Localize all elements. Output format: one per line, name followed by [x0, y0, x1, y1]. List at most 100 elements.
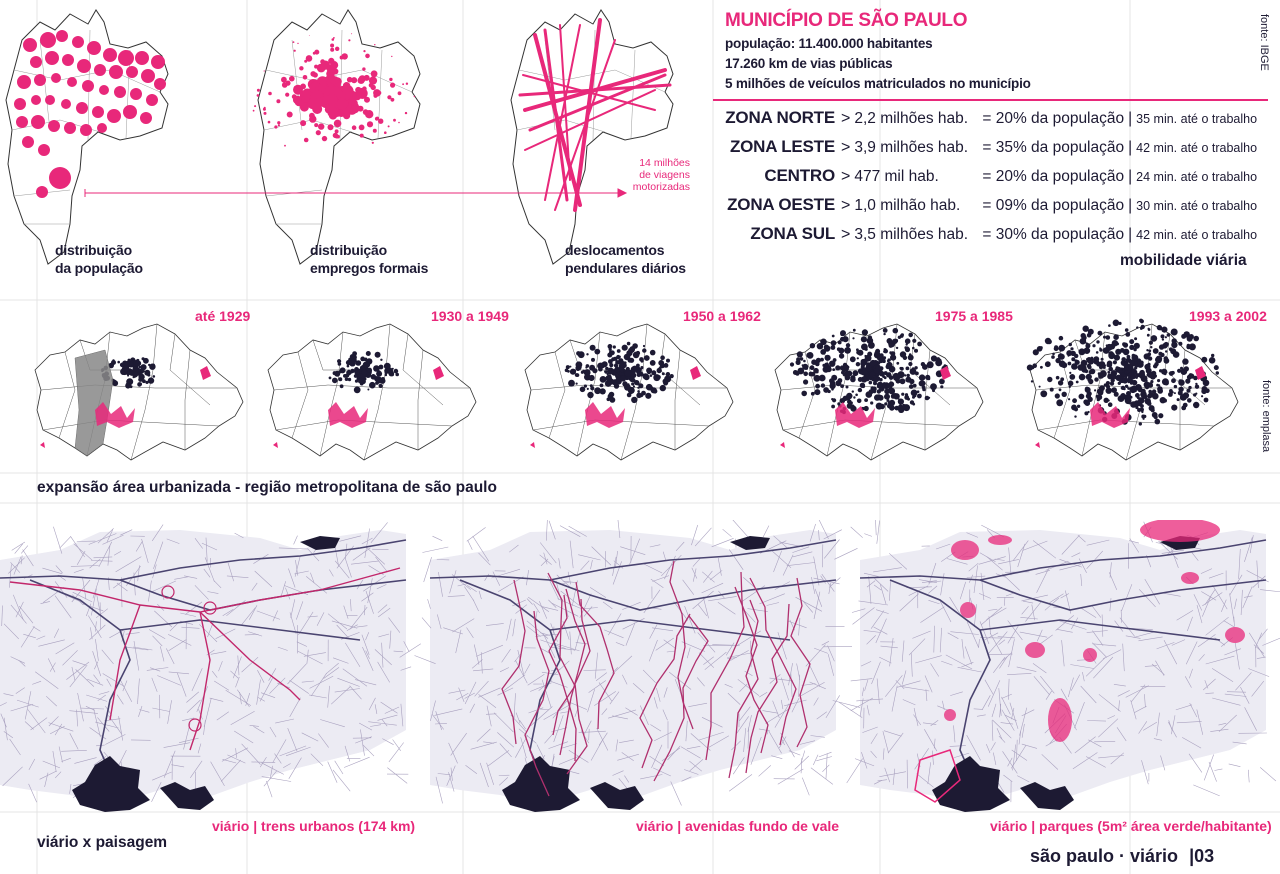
population-dot — [76, 102, 88, 114]
road-caption-trains: viário | trens urbanos (174 km) — [212, 818, 416, 834]
expansion-map — [1026, 318, 1239, 461]
expansion-year-label: 1993 a 2002 — [1189, 308, 1267, 324]
population-dot — [61, 99, 71, 109]
info-title: MUNICÍPIO DE SÃO PAULO — [725, 10, 968, 31]
zone-arrow: > — [841, 168, 851, 185]
job-dot — [267, 120, 271, 124]
job-dot — [254, 105, 257, 108]
expansion-year-label: 1930 a 1949 — [431, 308, 509, 324]
job-dot — [332, 68, 339, 75]
job-dot — [299, 66, 304, 71]
job-dot — [281, 82, 288, 88]
expansion-year-label: 1975 a 1985 — [935, 308, 1013, 324]
road-maps — [0, 520, 1280, 812]
zone-row: ZONA OESTE >1,0 milhão hab. = 09% da popul… — [700, 195, 1260, 217]
job-dot — [263, 106, 266, 109]
caption-line: da população — [55, 260, 143, 276]
trips-note-line: motorizadas — [632, 181, 690, 193]
zone-row: ZONA NORTE >2,2 milhões hab. = 20% da popu… — [700, 108, 1260, 130]
population-dot — [17, 75, 31, 89]
job-dot — [362, 67, 366, 71]
job-dot — [348, 39, 351, 42]
job-dot — [372, 128, 377, 133]
population-dot — [51, 73, 61, 83]
job-dot — [330, 43, 335, 48]
job-dot — [384, 131, 387, 134]
zone-population: 477 mil hab. — [854, 168, 939, 185]
job-dot — [326, 93, 338, 105]
population-dot — [48, 120, 60, 132]
zone-arrow: > — [841, 197, 851, 214]
job-dot — [305, 55, 313, 62]
zone-percentage: = 35% da população — [982, 139, 1125, 156]
job-dot — [286, 111, 293, 118]
zone-divider: | — [1128, 110, 1133, 127]
population-dot — [56, 30, 68, 42]
population-dot — [30, 56, 42, 68]
job-dot — [351, 125, 357, 130]
expansion-year-label: 1950 a 1962 — [683, 308, 761, 324]
job-dot — [405, 82, 409, 85]
population-dot — [87, 41, 101, 55]
population-dot — [154, 78, 166, 90]
zone-row: ZONA SUL >3,5 milhões hab. = 30% da popula… — [700, 224, 1260, 246]
population-dot — [77, 59, 91, 73]
trips-arrow — [84, 188, 628, 198]
job-dot — [368, 76, 378, 85]
top-maps — [5, 9, 674, 265]
commute-caption: deslocamentos pendulares diários — [565, 241, 686, 277]
zone-percentage: = 20% da população — [982, 168, 1125, 185]
job-dot — [374, 116, 379, 121]
job-dot — [333, 119, 342, 128]
info-divider — [713, 99, 1268, 101]
job-dot — [312, 104, 323, 114]
zone-name: ZONA NORTE — [725, 108, 835, 127]
job-dot — [332, 132, 339, 139]
road-caption-valleys: viário | avenidas fundo de vale — [636, 818, 840, 834]
source-emplasa: fonte: emplasa — [1260, 380, 1272, 453]
trips-note-line: de viagens — [639, 169, 690, 181]
zone-divider: | — [1128, 168, 1133, 185]
population-dot — [38, 144, 50, 156]
job-dot — [351, 77, 358, 84]
job-dot — [358, 75, 366, 83]
job-dot — [352, 91, 362, 101]
job-dot — [404, 111, 408, 115]
population-dot — [80, 124, 92, 136]
caption-line: distribuição — [55, 242, 132, 258]
job-dot — [309, 112, 315, 119]
job-dot — [393, 118, 396, 122]
population-dot — [141, 69, 155, 83]
road-map — [414, 520, 862, 812]
job-dot — [351, 33, 353, 35]
zone-divider: | — [1128, 226, 1133, 243]
population-dot — [82, 80, 94, 92]
job-dot — [356, 105, 361, 111]
population-dot — [31, 115, 45, 129]
expansion-maps — [34, 318, 1239, 461]
population-dot — [103, 48, 117, 62]
job-dot — [365, 53, 370, 59]
job-dot — [314, 49, 320, 55]
job-dot — [277, 124, 280, 127]
job-dot — [263, 70, 265, 72]
population-dot — [99, 85, 109, 95]
job-dot — [370, 70, 378, 78]
expansion-map — [774, 323, 984, 461]
job-dot — [276, 99, 281, 104]
zone-name: CENTRO — [764, 166, 835, 185]
info-roads: 17.260 km de vias públicas — [725, 56, 893, 71]
population-caption: distribuição da população — [55, 241, 143, 277]
population-dot — [126, 66, 138, 78]
road-map — [0, 522, 421, 812]
population-dot — [49, 167, 71, 189]
job-dot — [328, 125, 333, 130]
population-dot — [40, 32, 56, 48]
road-caption-parks: viário | parques (5m² área verde/habitan… — [990, 818, 1272, 834]
job-dot — [308, 35, 310, 36]
job-dot — [330, 47, 335, 52]
job-dot — [300, 120, 307, 127]
zone-commute-time: 42 min. até o trabalho — [1136, 141, 1258, 155]
job-dot — [315, 130, 321, 136]
job-dot — [397, 91, 402, 96]
